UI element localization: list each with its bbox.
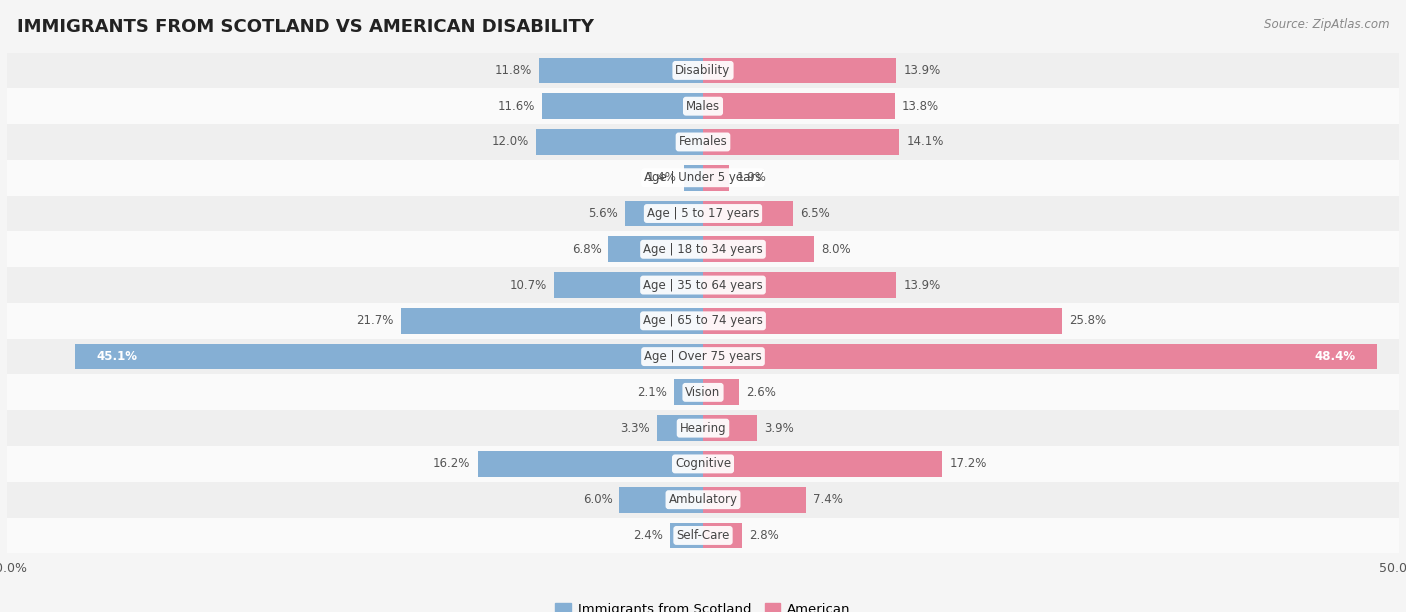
Text: 16.2%: 16.2%: [433, 457, 471, 471]
Text: 6.8%: 6.8%: [572, 243, 602, 256]
Text: Ambulatory: Ambulatory: [668, 493, 738, 506]
Bar: [7, 303, 1399, 338]
Bar: [7, 88, 1399, 124]
Text: 1.9%: 1.9%: [737, 171, 766, 184]
Bar: [7, 53, 1399, 88]
Text: 2.8%: 2.8%: [749, 529, 779, 542]
Bar: [7, 124, 1399, 160]
Text: Age | Under 5 years: Age | Under 5 years: [644, 171, 762, 184]
Text: 12.0%: 12.0%: [492, 135, 529, 149]
Text: 2.6%: 2.6%: [747, 386, 776, 399]
Text: Cognitive: Cognitive: [675, 457, 731, 471]
Bar: [7, 160, 1399, 196]
Bar: [703, 451, 942, 477]
Text: 6.0%: 6.0%: [582, 493, 613, 506]
Text: Age | 65 to 74 years: Age | 65 to 74 years: [643, 315, 763, 327]
Bar: [7, 410, 1399, 446]
Text: Self-Care: Self-Care: [676, 529, 730, 542]
Text: 13.9%: 13.9%: [904, 64, 941, 77]
Bar: [703, 201, 793, 226]
Bar: [683, 165, 703, 190]
Bar: [554, 272, 703, 298]
Bar: [703, 165, 730, 190]
Bar: [478, 451, 703, 477]
Text: 7.4%: 7.4%: [813, 493, 842, 506]
Text: 48.4%: 48.4%: [1315, 350, 1355, 363]
Bar: [541, 93, 703, 119]
Bar: [609, 236, 703, 262]
Text: 2.4%: 2.4%: [633, 529, 662, 542]
Text: 5.6%: 5.6%: [588, 207, 619, 220]
Bar: [7, 518, 1399, 553]
Text: 6.5%: 6.5%: [800, 207, 830, 220]
Text: 45.1%: 45.1%: [96, 350, 138, 363]
Bar: [673, 379, 703, 405]
Bar: [703, 272, 897, 298]
Text: 2.1%: 2.1%: [637, 386, 666, 399]
Text: 10.7%: 10.7%: [510, 278, 547, 291]
Bar: [703, 129, 900, 155]
Text: 13.8%: 13.8%: [903, 100, 939, 113]
Text: Age | Over 75 years: Age | Over 75 years: [644, 350, 762, 363]
Text: 13.9%: 13.9%: [904, 278, 941, 291]
Bar: [703, 416, 758, 441]
Text: Disability: Disability: [675, 64, 731, 77]
Bar: [703, 379, 740, 405]
Text: IMMIGRANTS FROM SCOTLAND VS AMERICAN DISABILITY: IMMIGRANTS FROM SCOTLAND VS AMERICAN DIS…: [17, 18, 593, 36]
Text: 3.9%: 3.9%: [765, 422, 794, 435]
Bar: [657, 416, 703, 441]
Bar: [7, 231, 1399, 267]
Text: 21.7%: 21.7%: [357, 315, 394, 327]
Text: Age | 18 to 34 years: Age | 18 to 34 years: [643, 243, 763, 256]
Text: Age | 35 to 64 years: Age | 35 to 64 years: [643, 278, 763, 291]
Bar: [703, 523, 742, 548]
Text: Females: Females: [679, 135, 727, 149]
Legend: Immigrants from Scotland, American: Immigrants from Scotland, American: [555, 603, 851, 612]
Text: 14.1%: 14.1%: [907, 135, 943, 149]
Bar: [7, 482, 1399, 518]
Text: 11.6%: 11.6%: [498, 100, 534, 113]
Bar: [703, 58, 897, 83]
Text: 17.2%: 17.2%: [949, 457, 987, 471]
Text: 25.8%: 25.8%: [1069, 315, 1107, 327]
Text: 8.0%: 8.0%: [821, 243, 851, 256]
Bar: [669, 523, 703, 548]
Bar: [703, 487, 806, 513]
Bar: [401, 308, 703, 334]
Bar: [7, 196, 1399, 231]
Text: Hearing: Hearing: [679, 422, 727, 435]
Bar: [620, 487, 703, 513]
Bar: [626, 201, 703, 226]
Text: Males: Males: [686, 100, 720, 113]
Bar: [703, 344, 1376, 370]
Bar: [703, 93, 896, 119]
Bar: [76, 344, 703, 370]
Bar: [7, 338, 1399, 375]
Bar: [536, 129, 703, 155]
Bar: [7, 375, 1399, 410]
Text: Source: ZipAtlas.com: Source: ZipAtlas.com: [1264, 18, 1389, 31]
Text: 11.8%: 11.8%: [495, 64, 531, 77]
Bar: [538, 58, 703, 83]
Bar: [7, 267, 1399, 303]
Text: 3.3%: 3.3%: [620, 422, 650, 435]
Bar: [703, 236, 814, 262]
Bar: [7, 446, 1399, 482]
Text: Age | 5 to 17 years: Age | 5 to 17 years: [647, 207, 759, 220]
Text: 1.4%: 1.4%: [647, 171, 676, 184]
Bar: [703, 308, 1062, 334]
Text: Vision: Vision: [685, 386, 721, 399]
